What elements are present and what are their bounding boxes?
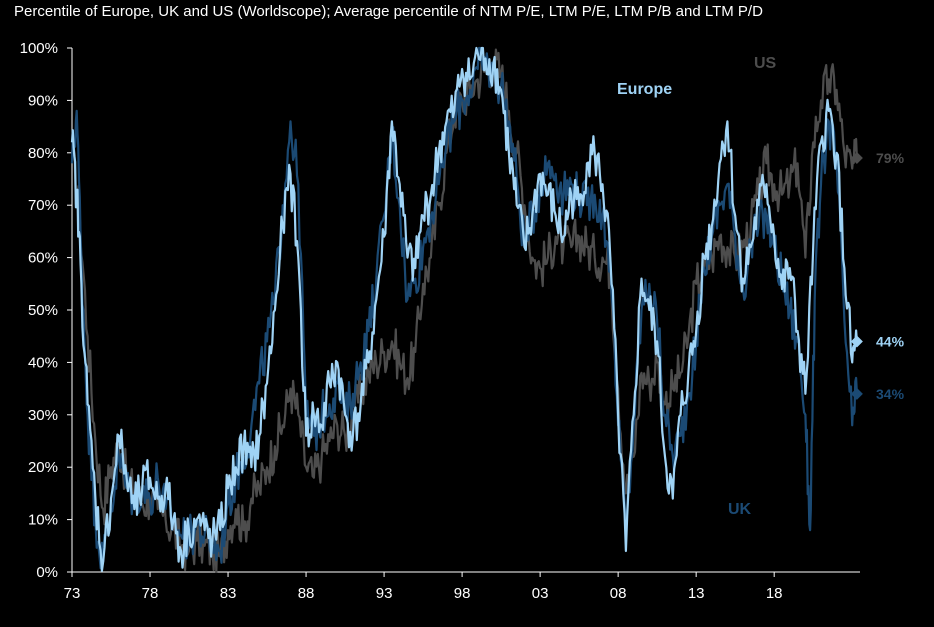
y-tick-label: 20% [28, 459, 58, 476]
x-tick-label: 78 [142, 585, 159, 602]
y-tick-label: 100% [20, 40, 58, 57]
x-tick-label: 03 [532, 585, 549, 602]
end-label-uk: 34% [876, 386, 905, 402]
y-tick-label: 70% [28, 197, 58, 214]
x-tick-label: 18 [766, 585, 783, 602]
x-tick-label: 83 [220, 585, 237, 602]
y-tick-label: 50% [28, 302, 58, 319]
series-line-uk [70, 46, 858, 570]
y-tick-label: 90% [28, 92, 58, 109]
y-tick-label: 10% [28, 512, 58, 529]
y-tick-label: 40% [28, 354, 58, 371]
series-name-us: US [754, 55, 777, 72]
end-label-europe: 44% [876, 333, 905, 349]
end-marker-us [850, 152, 863, 165]
x-tick-label: 88 [298, 585, 315, 602]
series-name-uk: UK [728, 501, 752, 518]
y-tick-label: 80% [28, 145, 58, 162]
x-tick-label: 08 [610, 585, 627, 602]
chart-subtitle: Percentile of Europe, UK and US (Worldsc… [14, 3, 763, 20]
series-line-us [70, 48, 858, 574]
axes: 0% 10% 20% 30% 40% 50% 60% 70% 80% 90% 100% 73 78 83 8… [20, 40, 860, 602]
series-lines [70, 46, 858, 574]
x-tick-label: 13 [688, 585, 705, 602]
series-line-europe [70, 46, 858, 572]
y-tick-label: 30% [28, 407, 58, 424]
x-tick-label: 98 [454, 585, 471, 602]
x-tick-label: 73 [64, 585, 81, 602]
series-labels: 79% 34% 44% US UK Europe [617, 55, 905, 518]
x-tick-label: 93 [376, 585, 393, 602]
y-tick-label: 60% [28, 250, 58, 267]
end-label-us: 79% [876, 150, 905, 166]
end-marker-europe [850, 335, 863, 348]
series-name-europe: Europe [617, 81, 672, 98]
end-marker-uk [850, 387, 863, 400]
y-tick-label: 0% [36, 564, 58, 581]
